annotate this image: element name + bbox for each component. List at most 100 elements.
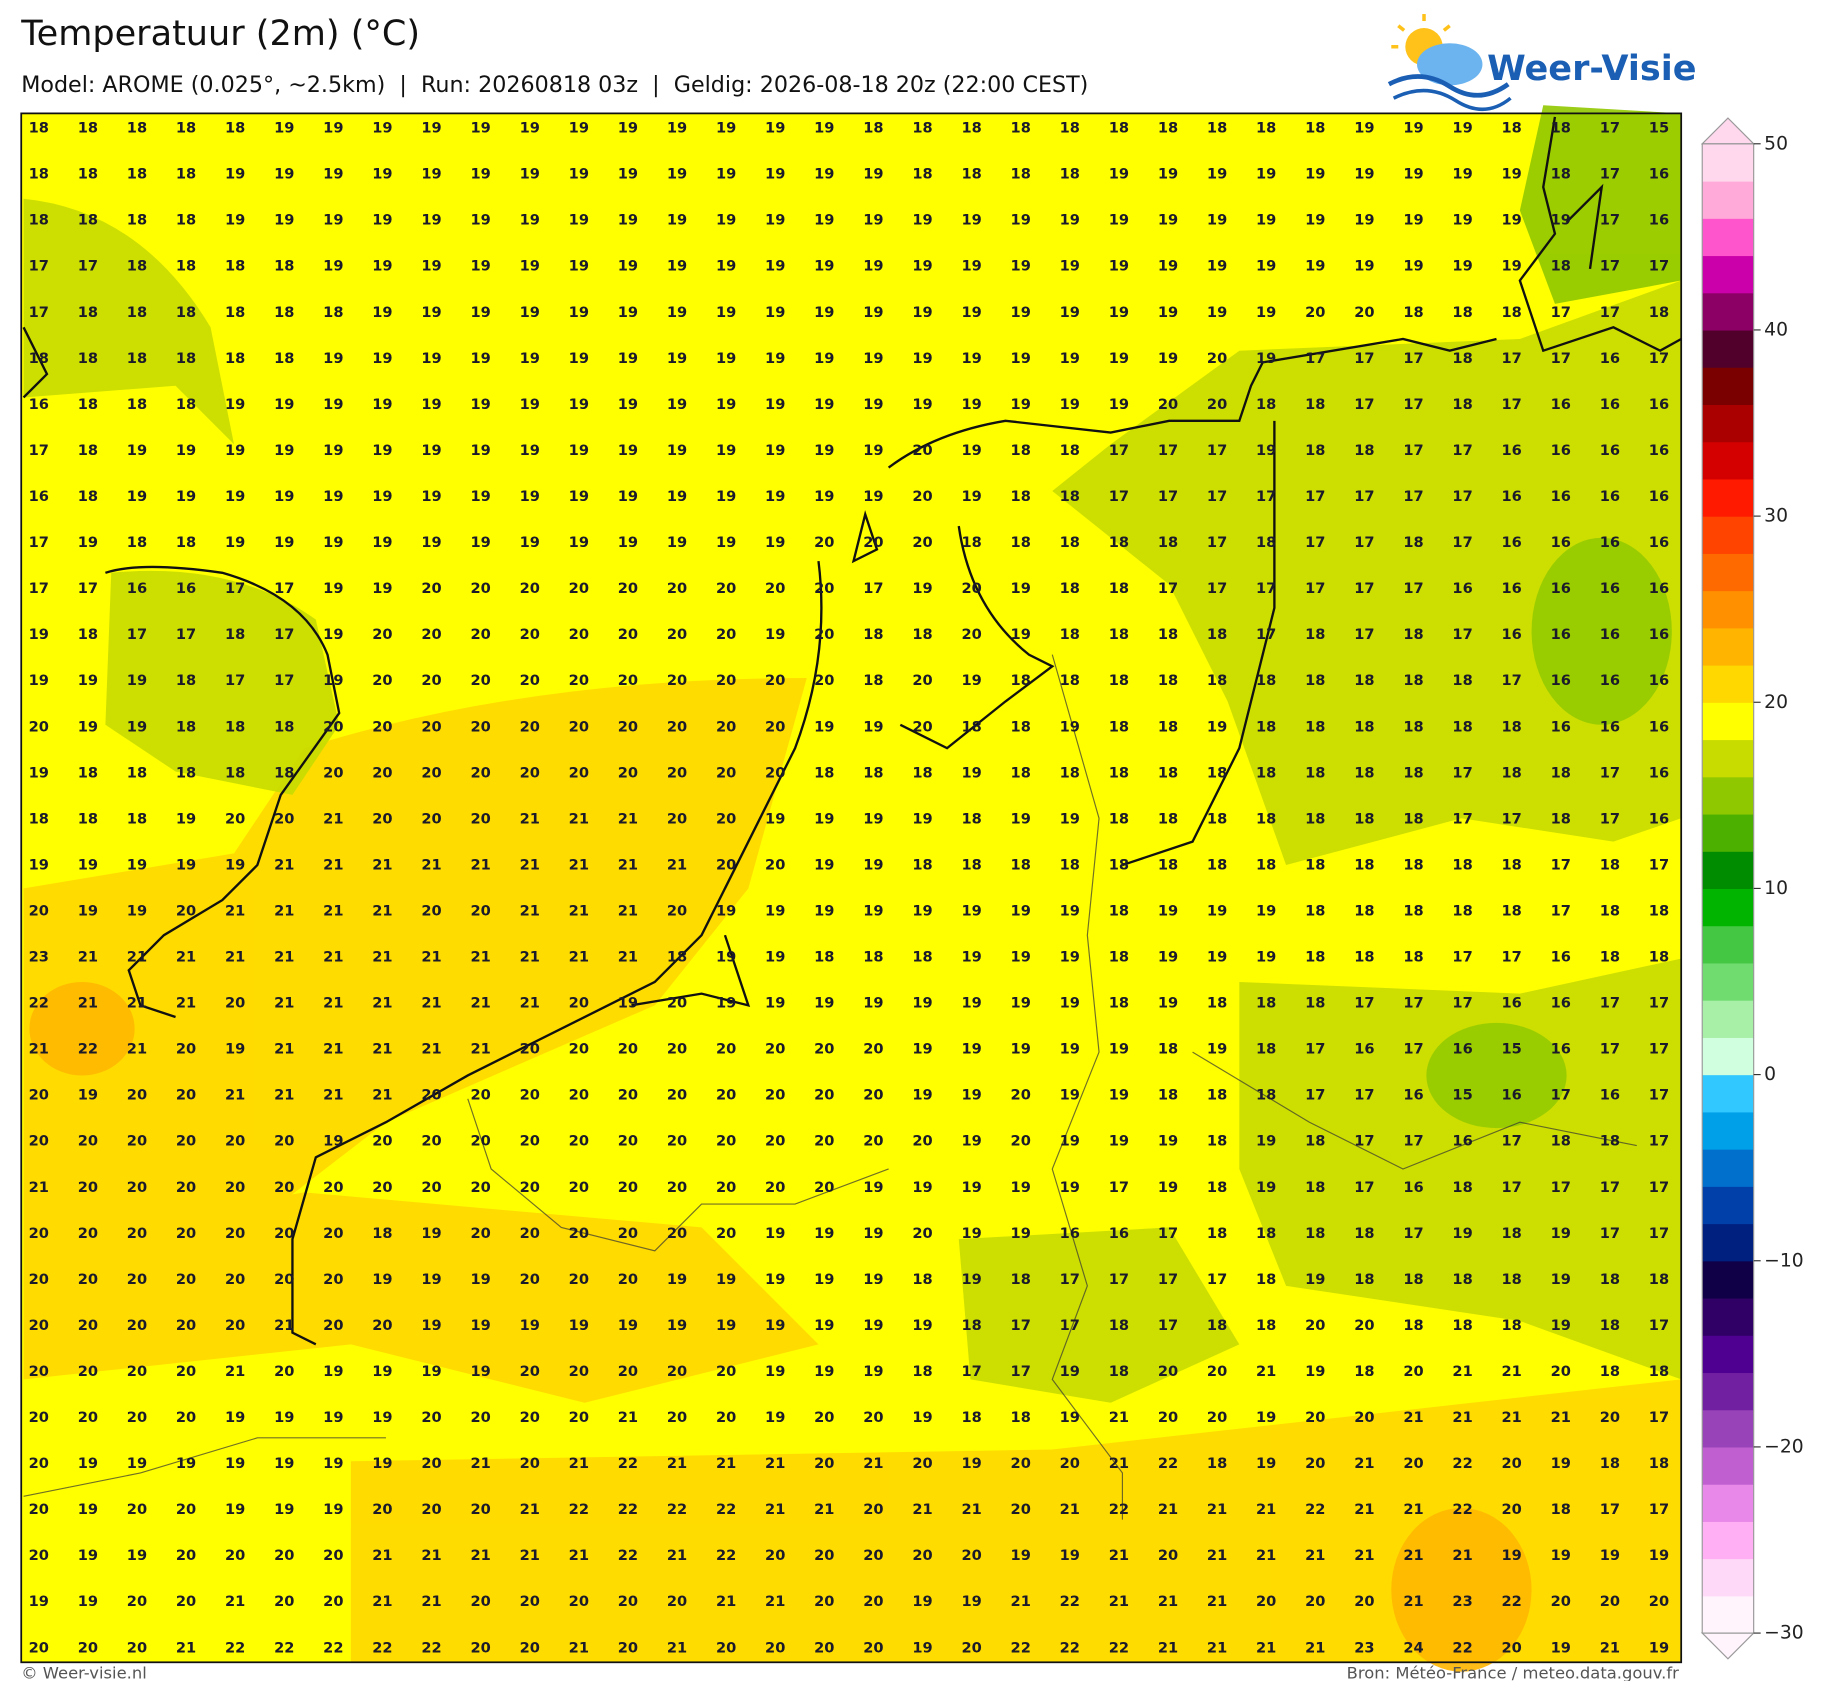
grid-value: 19 <box>1354 212 1374 229</box>
grid-value: 18 <box>1256 672 1276 689</box>
grid-value: 19 <box>814 1271 834 1288</box>
grid-value: 19 <box>225 534 245 551</box>
grid-value: 18 <box>78 626 98 643</box>
grid-value: 20 <box>421 764 441 781</box>
grid-value: 19 <box>1109 1133 1129 1150</box>
grid-value: 21 <box>569 1455 589 1472</box>
grid-value: 19 <box>912 1179 932 1196</box>
grid-value: 17 <box>1207 442 1227 459</box>
grid-value: 20 <box>1354 1317 1374 1334</box>
grid-value: 21 <box>667 856 687 873</box>
colorbar-segment <box>1702 1260 1754 1299</box>
colorbar: 50 40 30 20 10 0 −10 −20 −30 <box>1700 117 1804 1660</box>
grid-value: 19 <box>274 1455 294 1472</box>
grid-value: 19 <box>1109 396 1129 413</box>
grid-value: 17 <box>29 580 49 597</box>
grid-value: 19 <box>912 1041 932 1058</box>
grid-value: 18 <box>127 258 147 275</box>
grid-value: 19 <box>1551 1547 1571 1564</box>
grid-value: 18 <box>78 810 98 827</box>
grid-value: 15 <box>1452 1087 1472 1104</box>
grid-value: 20 <box>618 672 638 689</box>
grid-value: 17 <box>1551 1087 1571 1104</box>
grid-value: 18 <box>1403 534 1423 551</box>
grid-value: 18 <box>1305 120 1325 137</box>
grid-value: 20 <box>323 1547 343 1564</box>
grid-value: 20 <box>814 1455 834 1472</box>
grid-value: 19 <box>470 534 490 551</box>
grid-value: 21 <box>1600 1639 1620 1656</box>
grid-value: 20 <box>1207 1363 1227 1380</box>
grid-value: 18 <box>1305 1179 1325 1196</box>
grid-value: 18 <box>1551 810 1571 827</box>
colorbar-segment <box>1702 1595 1754 1634</box>
grid-value: 17 <box>1649 1501 1669 1518</box>
grid-value: 20 <box>520 626 540 643</box>
grid-value: 18 <box>1403 1271 1423 1288</box>
grid-value: 20 <box>372 718 392 735</box>
grid-value: 19 <box>1305 212 1325 229</box>
grid-value: 21 <box>1060 1501 1080 1518</box>
grid-value: 18 <box>1354 442 1374 459</box>
grid-value: 18 <box>1452 396 1472 413</box>
colorbar-label: 40 <box>1764 319 1788 340</box>
grid-value: 19 <box>1158 350 1178 367</box>
grid-value: 18 <box>863 626 883 643</box>
grid-value: 18 <box>1305 396 1325 413</box>
grid-value: 18 <box>176 212 196 229</box>
grid-value: 17 <box>1452 995 1472 1012</box>
grid-value: 20 <box>618 1363 638 1380</box>
grid-value: 21 <box>863 1455 883 1472</box>
grid-value: 18 <box>1502 1317 1522 1334</box>
grid-value: 18 <box>176 718 196 735</box>
grid-value: 19 <box>569 304 589 321</box>
grid-value: 17 <box>127 626 147 643</box>
grid-value: 19 <box>814 212 834 229</box>
grid-value: 16 <box>1600 580 1620 597</box>
grid-value: 20 <box>716 1409 736 1426</box>
grid-value: 19 <box>29 626 49 643</box>
grid-value: 19 <box>814 718 834 735</box>
grid-value: 18 <box>961 166 981 183</box>
grid-value: 19 <box>1011 580 1031 597</box>
grid-value: 21 <box>1256 1501 1276 1518</box>
grid-value: 19 <box>814 258 834 275</box>
grid-value: 19 <box>421 304 441 321</box>
grid-value: 19 <box>1109 304 1129 321</box>
grid-value: 20 <box>716 1179 736 1196</box>
colorbar-cap <box>1700 117 1756 145</box>
grid-value: 20 <box>618 1271 638 1288</box>
grid-value: 20 <box>569 764 589 781</box>
grid-value: 19 <box>1207 949 1227 966</box>
grid-value: 20 <box>667 764 687 781</box>
grid-value: 18 <box>225 350 245 367</box>
grid-value: 20 <box>520 580 540 597</box>
grid-value: 20 <box>78 1409 98 1426</box>
grid-value: 18 <box>1305 1133 1325 1150</box>
grid-value: 19 <box>1403 212 1423 229</box>
grid-value: 21 <box>470 995 490 1012</box>
grid-value: 17 <box>1502 350 1522 367</box>
value-grid: 18 18 18 18 18 19 19 19 19 19 19 19 19 19 19 19 19 18 18 18… <box>29 120 1670 1657</box>
grid-value: 18 <box>1403 626 1423 643</box>
grid-value: 21 <box>961 1501 981 1518</box>
grid-value: 20 <box>667 810 687 827</box>
grid-value: 20 <box>1649 1593 1669 1610</box>
grid-value: 18 <box>1256 120 1276 137</box>
grid-value: 18 <box>1649 1271 1669 1288</box>
grid-value: 20 <box>1011 1087 1031 1104</box>
grid-value: 17 <box>78 258 98 275</box>
grid-value: 19 <box>274 534 294 551</box>
grid-value: 18 <box>1207 1317 1227 1334</box>
grid-value: 17 <box>1649 995 1669 1012</box>
grid-value: 18 <box>1207 120 1227 137</box>
grid-value: 19 <box>225 1455 245 1472</box>
grid-value: 17 <box>1452 626 1472 643</box>
grid-value: 20 <box>667 1087 687 1104</box>
grid-value: 20 <box>323 718 343 735</box>
colorbar-segment <box>1702 590 1754 629</box>
grid-value: 18 <box>1305 856 1325 873</box>
grid-value: 21 <box>372 856 392 873</box>
grid-value: 19 <box>176 488 196 505</box>
grid-value: 18 <box>863 764 883 781</box>
